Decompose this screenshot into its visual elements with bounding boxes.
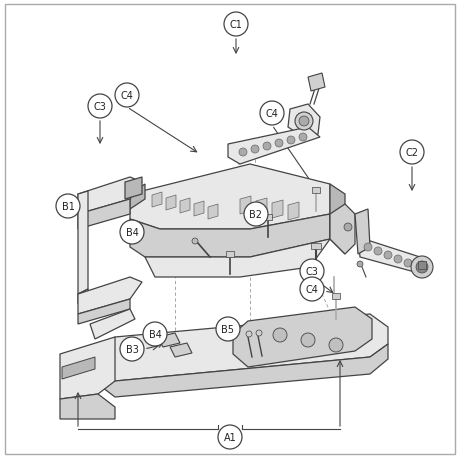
Text: C1: C1 bbox=[229, 20, 242, 30]
Polygon shape bbox=[145, 240, 329, 277]
Text: B2: B2 bbox=[249, 210, 262, 219]
Circle shape bbox=[393, 256, 401, 263]
Polygon shape bbox=[271, 201, 282, 218]
Text: B4: B4 bbox=[125, 228, 138, 237]
Text: B5: B5 bbox=[221, 325, 234, 334]
Circle shape bbox=[294, 113, 312, 131]
Circle shape bbox=[298, 117, 308, 127]
Circle shape bbox=[251, 146, 258, 154]
Polygon shape bbox=[233, 308, 371, 367]
Circle shape bbox=[120, 220, 144, 245]
Polygon shape bbox=[78, 289, 88, 304]
FancyBboxPatch shape bbox=[5, 5, 454, 454]
Circle shape bbox=[363, 243, 371, 252]
Text: C4: C4 bbox=[120, 91, 133, 101]
Circle shape bbox=[300, 333, 314, 347]
Polygon shape bbox=[98, 314, 387, 381]
Text: C2: C2 bbox=[405, 148, 418, 157]
Polygon shape bbox=[157, 333, 179, 347]
Polygon shape bbox=[256, 199, 266, 217]
Circle shape bbox=[383, 252, 391, 259]
Text: B1: B1 bbox=[62, 202, 74, 212]
Circle shape bbox=[56, 195, 80, 218]
Text: B3: B3 bbox=[125, 344, 138, 354]
Circle shape bbox=[243, 202, 268, 226]
Circle shape bbox=[224, 13, 247, 37]
Polygon shape bbox=[60, 337, 115, 399]
Polygon shape bbox=[357, 237, 421, 274]
Circle shape bbox=[259, 102, 283, 126]
Circle shape bbox=[415, 262, 427, 274]
Polygon shape bbox=[179, 199, 190, 213]
Polygon shape bbox=[130, 165, 329, 230]
Polygon shape bbox=[170, 343, 191, 357]
Polygon shape bbox=[130, 185, 145, 210]
Polygon shape bbox=[62, 357, 95, 379]
Circle shape bbox=[263, 143, 270, 151]
Circle shape bbox=[191, 239, 197, 245]
Circle shape bbox=[218, 425, 241, 449]
Polygon shape bbox=[78, 178, 142, 214]
Polygon shape bbox=[90, 309, 134, 339]
Circle shape bbox=[286, 137, 294, 145]
Polygon shape bbox=[207, 205, 218, 219]
Circle shape bbox=[246, 331, 252, 337]
Polygon shape bbox=[98, 344, 387, 397]
Text: B4: B4 bbox=[148, 329, 161, 339]
Circle shape bbox=[399, 141, 423, 165]
Polygon shape bbox=[331, 293, 339, 299]
Polygon shape bbox=[263, 214, 271, 220]
Text: C4: C4 bbox=[265, 109, 278, 119]
Polygon shape bbox=[417, 262, 425, 269]
Polygon shape bbox=[354, 210, 369, 254]
Circle shape bbox=[299, 277, 323, 302]
Circle shape bbox=[120, 337, 144, 361]
Polygon shape bbox=[166, 196, 176, 211]
Circle shape bbox=[403, 259, 411, 268]
Polygon shape bbox=[78, 299, 130, 325]
Circle shape bbox=[239, 149, 246, 157]
Circle shape bbox=[256, 330, 262, 336]
Polygon shape bbox=[329, 205, 354, 254]
Polygon shape bbox=[228, 128, 319, 165]
Circle shape bbox=[298, 134, 306, 142]
Text: C3: C3 bbox=[93, 102, 106, 112]
Circle shape bbox=[299, 259, 323, 283]
Polygon shape bbox=[125, 178, 142, 200]
Circle shape bbox=[88, 95, 112, 119]
Polygon shape bbox=[78, 200, 130, 230]
Polygon shape bbox=[287, 202, 298, 220]
Polygon shape bbox=[78, 191, 88, 294]
Polygon shape bbox=[60, 394, 115, 419]
Circle shape bbox=[216, 317, 240, 341]
Polygon shape bbox=[78, 277, 142, 314]
Circle shape bbox=[274, 140, 282, 148]
Polygon shape bbox=[287, 105, 319, 138]
Text: C4: C4 bbox=[305, 285, 318, 294]
Text: A1: A1 bbox=[223, 432, 236, 442]
Circle shape bbox=[143, 322, 167, 346]
Text: C3: C3 bbox=[305, 266, 318, 276]
Polygon shape bbox=[310, 243, 320, 249]
Polygon shape bbox=[194, 202, 203, 217]
Circle shape bbox=[410, 257, 432, 279]
Polygon shape bbox=[240, 196, 251, 214]
Circle shape bbox=[356, 262, 362, 268]
Circle shape bbox=[272, 328, 286, 342]
Polygon shape bbox=[151, 193, 162, 207]
Circle shape bbox=[343, 224, 351, 231]
Circle shape bbox=[115, 84, 139, 108]
Circle shape bbox=[373, 247, 381, 256]
Polygon shape bbox=[329, 185, 344, 254]
Polygon shape bbox=[308, 74, 325, 92]
Polygon shape bbox=[225, 252, 234, 257]
Polygon shape bbox=[311, 188, 319, 194]
Circle shape bbox=[328, 338, 342, 352]
Polygon shape bbox=[130, 214, 329, 257]
